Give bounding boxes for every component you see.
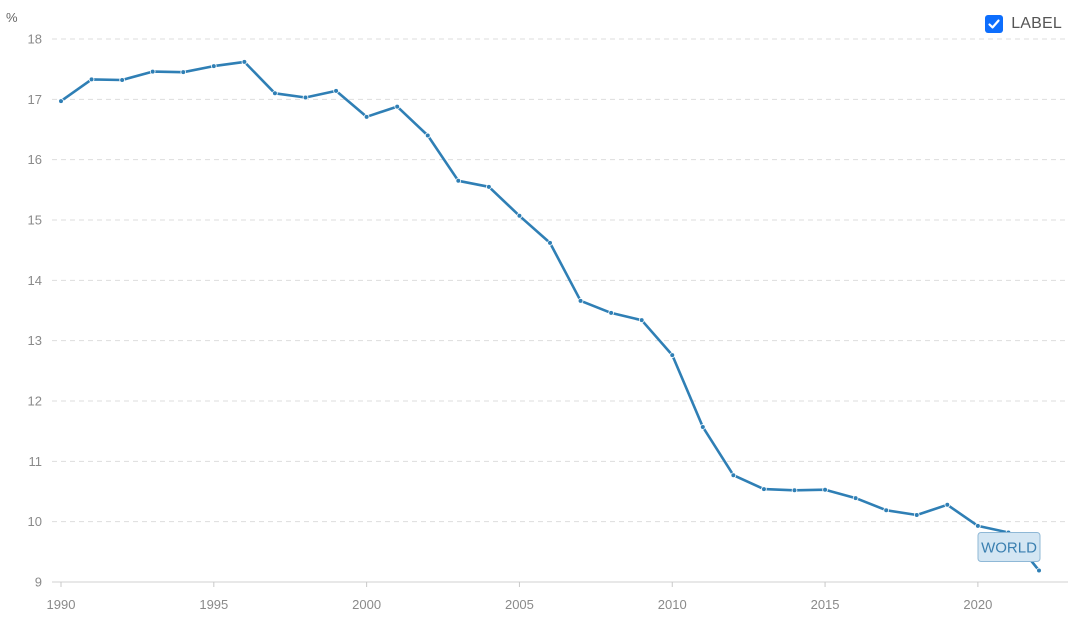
y-tick-label: 13 [28, 333, 42, 348]
data-point[interactable] [272, 90, 278, 97]
data-point[interactable] [608, 310, 614, 316]
data-point[interactable] [730, 472, 737, 479]
data-point[interactable] [547, 240, 553, 246]
series-tag-group[interactable]: WORLD [977, 532, 1041, 563]
series-line[interactable] [59, 60, 1041, 572]
x-tick-labels: 1990 1995 2000 2005 2010 2015 2020 [47, 597, 993, 612]
legend-toggle[interactable]: LABEL [985, 15, 1062, 33]
data-point[interactable] [455, 177, 462, 184]
data-point[interactable] [975, 523, 981, 529]
x-tick-label: 2015 [811, 597, 840, 612]
y-tick-labels: 9 10 11 12 13 14 15 16 17 18 [28, 32, 42, 590]
checkmark-icon [988, 19, 1000, 29]
data-point[interactable] [913, 512, 920, 518]
data-point[interactable] [1036, 567, 1042, 574]
y-tick-label: 9 [35, 575, 42, 590]
x-tick-label: 2010 [658, 597, 687, 612]
y-tick-label: 18 [28, 32, 42, 47]
data-point[interactable] [149, 68, 156, 75]
legend-checkbox[interactable] [985, 15, 1004, 33]
data-point[interactable] [486, 184, 492, 190]
x-tick-label: 1990 [47, 597, 76, 612]
data-point[interactable] [791, 487, 798, 494]
data-point[interactable] [58, 98, 64, 104]
data-point[interactable] [700, 424, 706, 430]
y-tick-label: 16 [28, 152, 42, 167]
y-tick-label: 14 [28, 273, 42, 288]
data-point[interactable] [211, 63, 217, 69]
data-point[interactable] [516, 212, 523, 219]
data-point[interactable] [852, 495, 859, 501]
data-point[interactable] [669, 352, 676, 358]
data-point[interactable] [333, 88, 339, 94]
series-tag-box[interactable] [977, 532, 1041, 563]
x-tick-label: 2005 [505, 597, 534, 612]
y-tick-label: 17 [28, 92, 42, 107]
y-tick-label: 11 [29, 454, 43, 469]
data-point[interactable] [363, 114, 370, 120]
data-point[interactable] [424, 132, 431, 139]
data-point[interactable] [119, 77, 125, 83]
legend-label: LABEL [1011, 15, 1062, 32]
data-point[interactable] [944, 501, 951, 508]
data-point[interactable] [302, 94, 309, 101]
data-point[interactable] [180, 69, 187, 75]
data-point[interactable] [577, 298, 584, 304]
x-tick-label: 2020 [963, 597, 992, 612]
data-point[interactable] [394, 103, 400, 110]
y-tick-label: 12 [28, 394, 42, 409]
x-tick-label: 2000 [352, 597, 381, 612]
data-point[interactable] [761, 486, 767, 492]
x-tick-label: 1995 [199, 597, 228, 612]
data-point[interactable] [88, 76, 95, 83]
axes: % [6, 10, 1068, 587]
data-point[interactable] [883, 507, 889, 514]
series-tag-label: WORLD [981, 540, 1037, 557]
y-axis-unit-label: % [6, 10, 18, 25]
data-point[interactable] [638, 317, 645, 323]
y-tick-label: 15 [28, 213, 42, 228]
series-world[interactable] [58, 59, 1042, 574]
gridlines [52, 38, 1068, 523]
data-point[interactable] [822, 486, 828, 493]
y-tick-label: 10 [28, 514, 42, 529]
data-point[interactable] [241, 59, 248, 65]
